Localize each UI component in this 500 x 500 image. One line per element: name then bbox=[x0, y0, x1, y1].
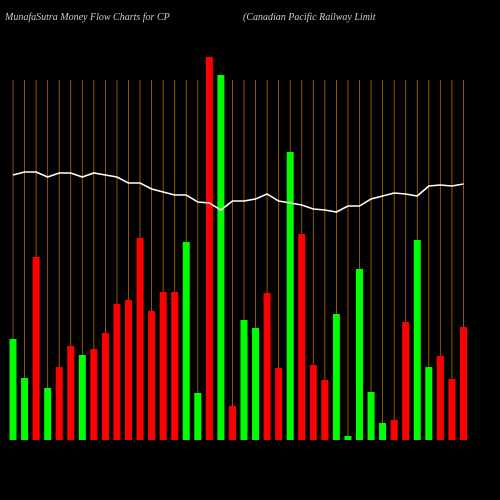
bar bbox=[275, 368, 283, 440]
bar bbox=[286, 152, 294, 440]
bar bbox=[171, 292, 179, 440]
bar bbox=[194, 393, 202, 440]
bar bbox=[90, 349, 98, 440]
bar bbox=[459, 327, 467, 440]
bar bbox=[240, 320, 248, 440]
bar bbox=[425, 367, 433, 440]
bar bbox=[413, 240, 421, 440]
bar bbox=[125, 300, 132, 440]
bar bbox=[448, 379, 456, 440]
bar bbox=[436, 356, 444, 440]
bar bbox=[44, 388, 52, 440]
bar bbox=[67, 346, 75, 440]
bar bbox=[298, 234, 306, 440]
bar bbox=[21, 378, 29, 440]
money-flow-line bbox=[12, 171, 464, 213]
bar bbox=[402, 322, 410, 440]
bar bbox=[78, 355, 86, 440]
bar bbox=[136, 238, 144, 440]
bar bbox=[101, 333, 109, 440]
bar bbox=[263, 293, 271, 440]
bar bbox=[32, 257, 40, 440]
chart-subtitle: (Canadian Pacific Railway Limit bbox=[243, 12, 376, 23]
bar bbox=[356, 269, 363, 440]
bar bbox=[344, 436, 352, 440]
bar bbox=[113, 304, 121, 440]
bar bbox=[148, 311, 156, 440]
bar bbox=[332, 314, 340, 440]
bar bbox=[379, 423, 387, 440]
bar bbox=[309, 365, 317, 440]
bar bbox=[182, 242, 190, 440]
bar bbox=[252, 328, 260, 440]
bar bbox=[321, 380, 329, 440]
bar bbox=[205, 57, 213, 440]
bar bbox=[228, 406, 236, 440]
bar bbox=[390, 420, 398, 440]
chart-title: MunafaSutra Money Flow Charts for CP bbox=[4, 12, 170, 23]
bar bbox=[217, 75, 225, 440]
bar bbox=[55, 367, 63, 440]
bar bbox=[367, 392, 375, 440]
bar bbox=[159, 292, 167, 440]
bar bbox=[9, 339, 17, 440]
